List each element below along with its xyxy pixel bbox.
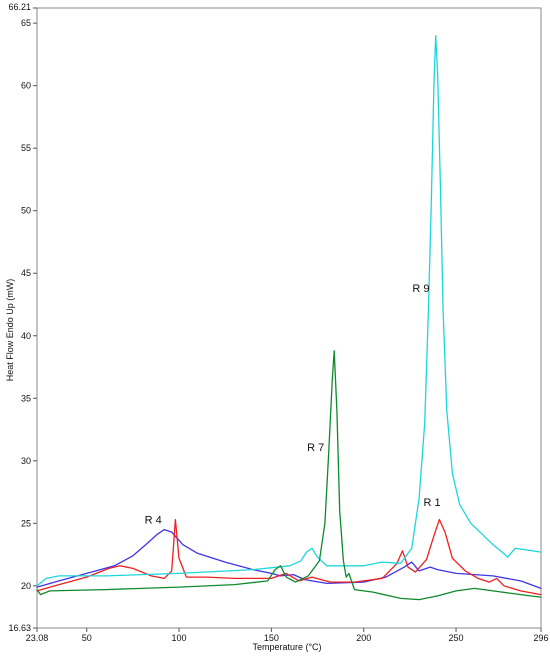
tick-layer: 23.08 50 100 150 200 250 296 16.63 20 25 30 35 40 45 5… bbox=[8, 2, 548, 643]
y-tick-label: 65 bbox=[21, 18, 31, 28]
x-tick-label: 23.08 bbox=[26, 633, 49, 643]
x-tick-label: 50 bbox=[82, 633, 92, 643]
x-tick-label: 150 bbox=[264, 633, 279, 643]
y-axis-title: Heat Flow Endo Up (mW) bbox=[5, 279, 15, 382]
x-tick-label: 250 bbox=[449, 633, 464, 643]
series-line-r7 bbox=[36, 350, 542, 601]
plot-border bbox=[36, 7, 542, 629]
x-axis-title: Temperature (°C) bbox=[252, 642, 321, 652]
y-tick-label: 25 bbox=[21, 518, 31, 528]
y-tick-label: 16.63 bbox=[8, 623, 31, 633]
x-tick-label: 200 bbox=[356, 633, 371, 643]
x-tick-label: 100 bbox=[172, 633, 187, 643]
series-label-r7: R 7 bbox=[307, 442, 324, 454]
series-label-r4: R 4 bbox=[145, 514, 162, 526]
plot-frame bbox=[36, 7, 542, 629]
y-tick-label: 40 bbox=[21, 331, 31, 341]
y-tick-label: 55 bbox=[21, 143, 31, 153]
series-line-r1 bbox=[36, 518, 542, 596]
y-tick-label: 20 bbox=[21, 581, 31, 591]
y-tick-label: 60 bbox=[21, 81, 31, 91]
y-tick-label: 66.21 bbox=[8, 2, 31, 12]
annotation-layer: R 4 R 1 R 9 R 7 bbox=[145, 283, 441, 526]
y-tick-label: 50 bbox=[21, 206, 31, 216]
y-tick-label: 35 bbox=[21, 393, 31, 403]
series-line-r9 bbox=[36, 34, 542, 587]
y-tick-label: 30 bbox=[21, 456, 31, 466]
series-layer bbox=[36, 34, 542, 601]
y-tick-label: 45 bbox=[21, 268, 31, 278]
x-tick-label: 296 bbox=[533, 633, 548, 643]
series-label-r9: R 9 bbox=[412, 283, 429, 295]
series-line-r4 bbox=[36, 528, 542, 590]
series-label-r1: R 1 bbox=[423, 497, 440, 509]
